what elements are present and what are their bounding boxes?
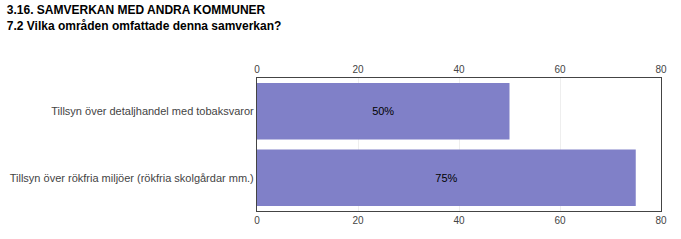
svg-text:Tillsyn över rökfria miljöer (: Tillsyn över rökfria miljöer (rökfria sk… [10,172,254,184]
svg-text:40: 40 [453,64,465,75]
svg-text:60: 60 [554,64,566,75]
svg-text:20: 20 [352,215,364,226]
svg-text:Tillsyn över detaljhandel med: Tillsyn över detaljhandel med tobaksvaro… [51,105,254,117]
svg-text:75%: 75% [435,172,457,184]
svg-text:80: 80 [655,215,667,226]
svg-text:60: 60 [554,215,566,226]
svg-text:20: 20 [352,64,364,75]
svg-text:40: 40 [453,215,465,226]
svg-text:0: 0 [254,64,260,75]
svg-text:3.16. SAMVERKAN MED ANDRA KOMM: 3.16. SAMVERKAN MED ANDRA KOMMUNER7.2 Vi… [7,3,282,33]
svg-text:80: 80 [655,64,667,75]
svg-text:50%: 50% [372,105,394,117]
svg-text:0: 0 [254,215,260,226]
